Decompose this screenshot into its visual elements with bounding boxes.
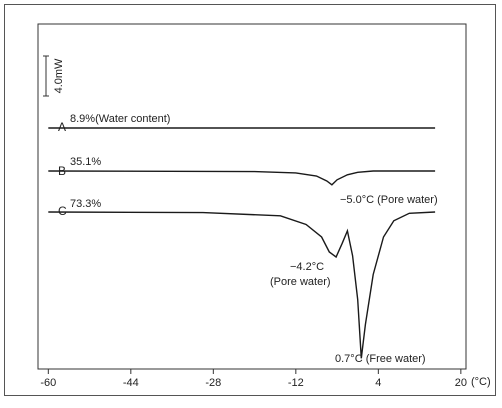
annotation-c-free-water: 0.7°C (Free water)	[335, 353, 426, 365]
x-tick-label: -44	[123, 377, 139, 389]
curve-label-a: A	[58, 120, 66, 134]
x-axis-ticks: -60 -44 -28 -12 4 20	[40, 369, 467, 389]
curve-label-c: C	[58, 204, 67, 218]
curve-value-label-c: 73.3%	[70, 198, 101, 210]
x-tick-label: -12	[288, 377, 304, 389]
annotation-c-pore-water-label: (Pore water)	[270, 276, 331, 288]
plot-area-frame	[37, 23, 467, 370]
x-tick-label: -28	[205, 377, 221, 389]
x-axis-unit: (°C)	[471, 376, 491, 388]
x-tick-label: -60	[40, 377, 56, 389]
curve-value-label-b: 35.1%	[70, 156, 101, 168]
scale-bar: 4.0mW	[43, 55, 65, 97]
series-line-c	[48, 211, 436, 359]
series-line-b	[48, 170, 436, 186]
annotation-b-pore-water: −5.0°C (Pore water)	[340, 194, 438, 206]
figure-border	[4, 4, 496, 396]
annotation-c-pore-water-temp: −4.2°C	[290, 261, 324, 273]
x-tick-label: 4	[375, 377, 381, 389]
curve-value-label-a: 8.9%(Water content)	[70, 113, 170, 125]
scale-bar-label: 4.0mW	[53, 58, 65, 93]
x-tick-label: 20	[455, 377, 467, 389]
